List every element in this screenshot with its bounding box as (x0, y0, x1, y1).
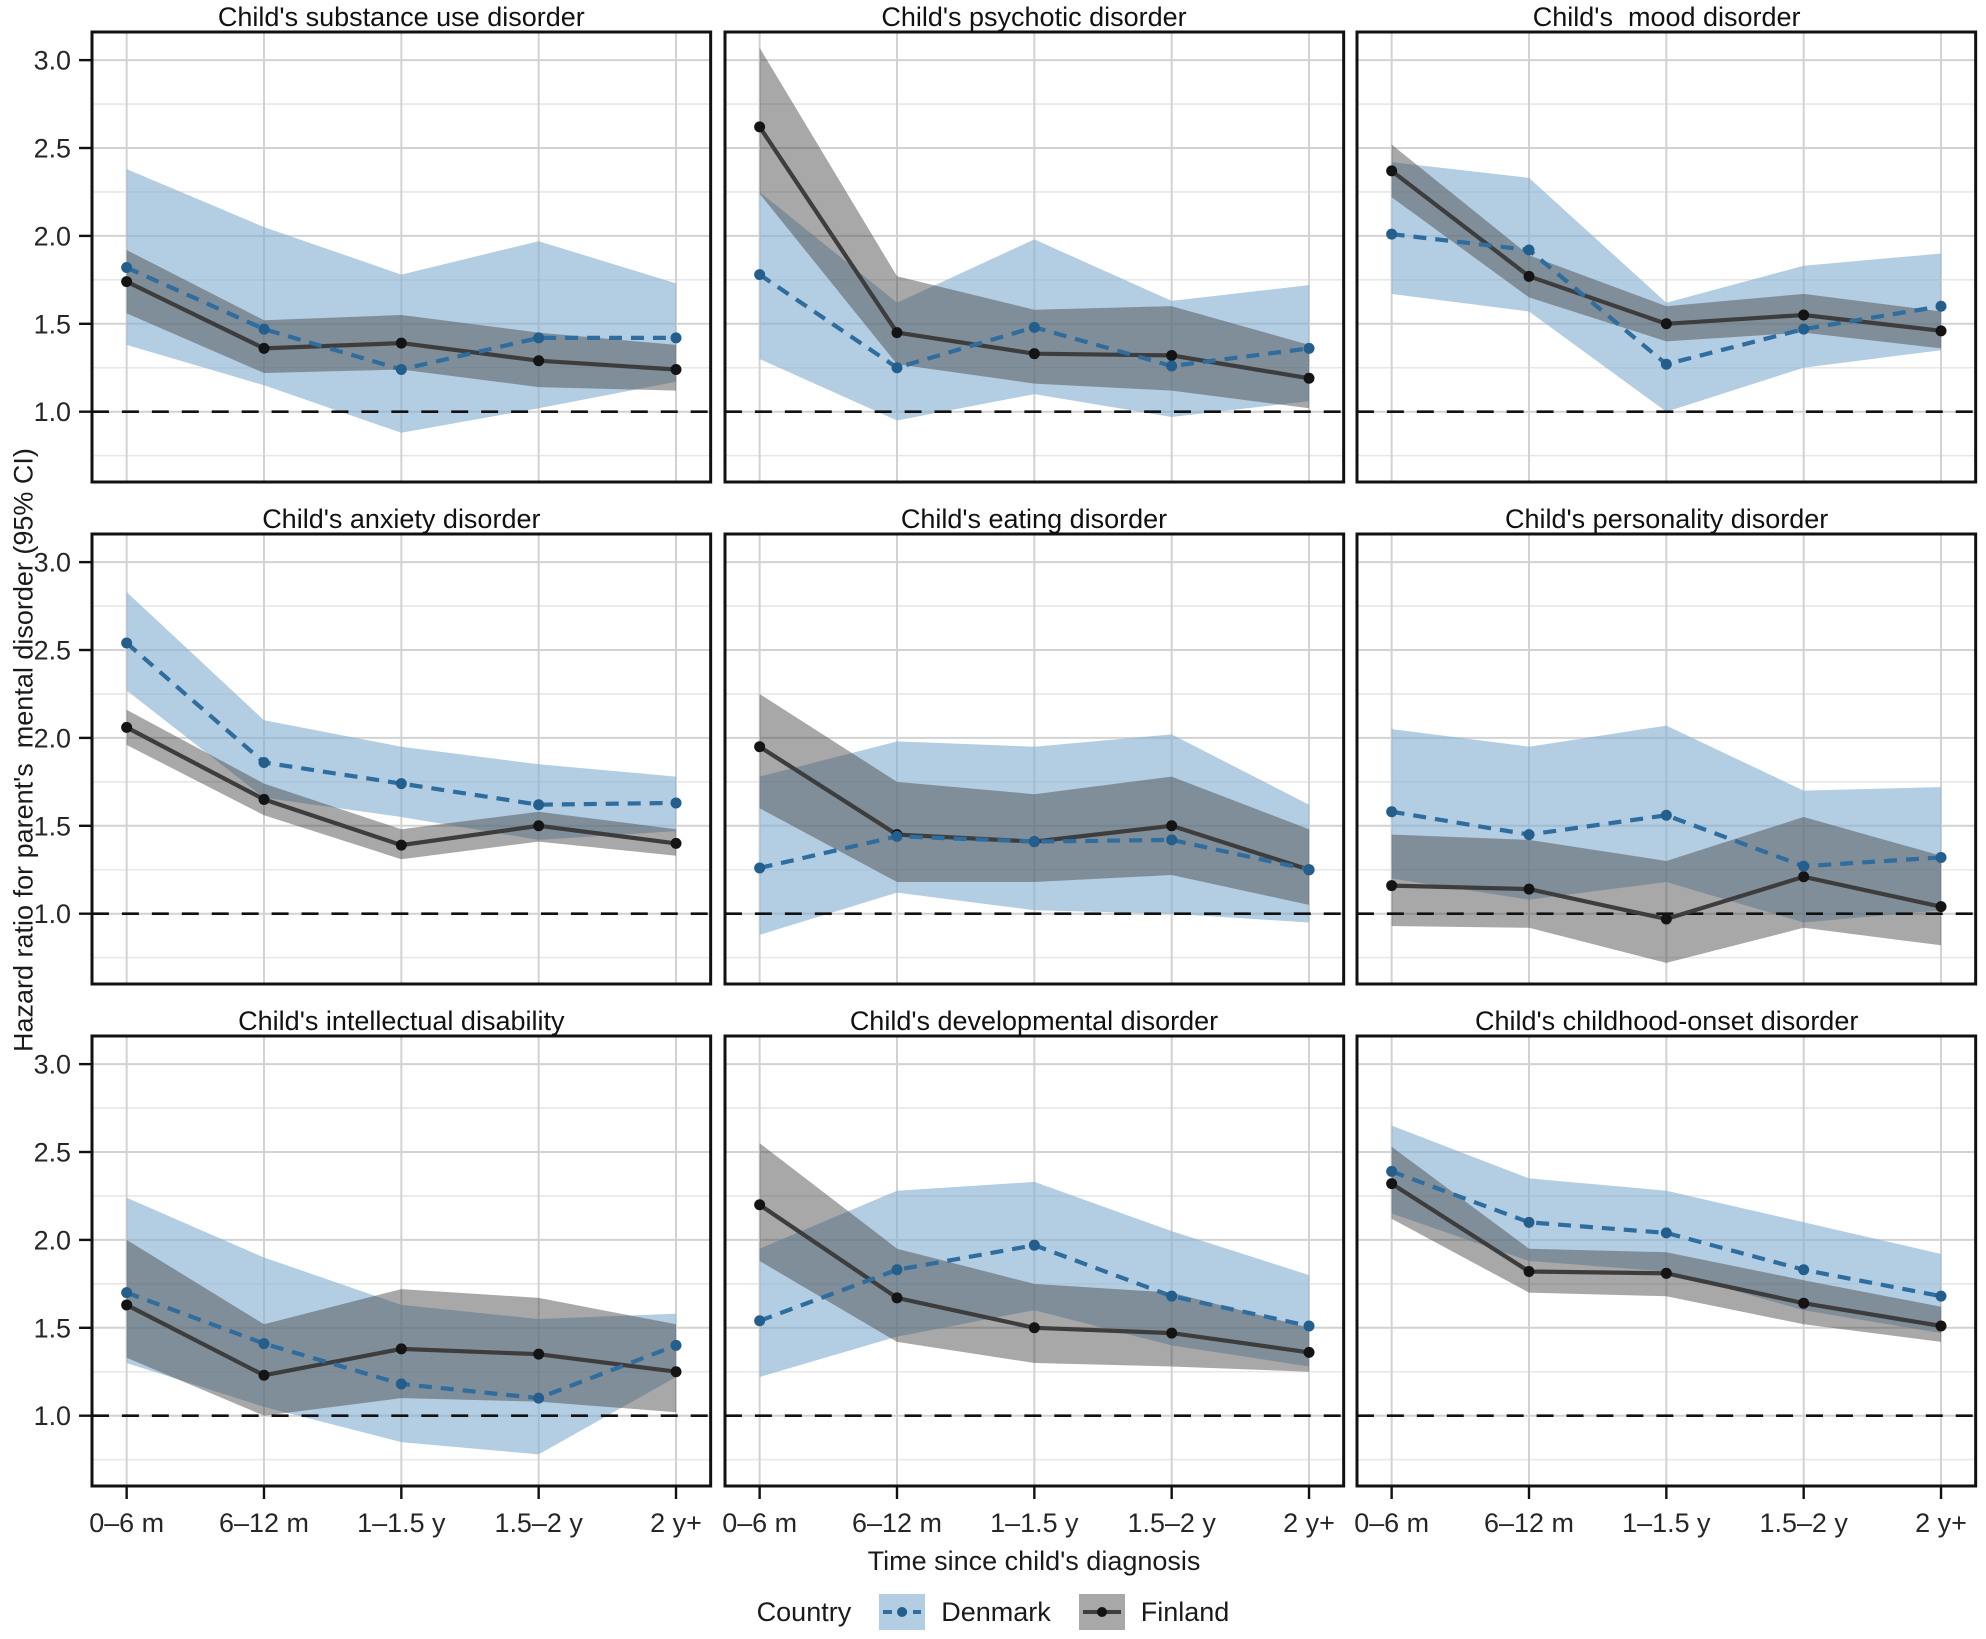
svg-text:2.0: 2.0 (34, 221, 71, 251)
panel-plot (723, 532, 1345, 986)
svg-text:2.5: 2.5 (34, 635, 71, 665)
svg-text:6–12 m: 6–12 m (852, 1508, 942, 1538)
panel-plot (1355, 30, 1978, 484)
svg-text:2.0: 2.0 (34, 1225, 71, 1255)
svg-text:3.0: 3.0 (34, 46, 71, 76)
legend-label-finland: Finland (1140, 1596, 1230, 1627)
panel-plot: 3.0 2.5 2.0 1.5 1.0 0–6 m 6–12 m 1–1.5 y 1.5–2 y… (34, 1034, 713, 1538)
svg-text:2.5: 2.5 (34, 1137, 71, 1167)
panel-title: Child's personality disorder (1505, 504, 1829, 534)
svg-text:6–12 m: 6–12 m (1484, 1508, 1574, 1538)
legend-key-finland (1078, 1594, 1125, 1630)
panel-title: Child's substance use disorder (217, 2, 585, 32)
panel-anxiety: Child's anxiety disorder 3.0 2.5 2.0 1.5 1.0 (34, 504, 713, 986)
legend-key-denmark (879, 1594, 926, 1630)
panel-mood: Child's mood disorder (1355, 2, 1978, 484)
svg-text:2.0: 2.0 (34, 723, 71, 753)
panel-plot: 3.0 2.5 2.0 1.5 1.0 (34, 532, 713, 986)
svg-text:2 y+: 2 y+ (1916, 1508, 1968, 1538)
svg-text:3.0: 3.0 (34, 1050, 71, 1080)
svg-text:2.5: 2.5 (34, 133, 71, 163)
finland-key-icon (1078, 1594, 1125, 1630)
panel-plot: 3.0 2.5 2.0 1.5 1.0 (34, 30, 713, 484)
svg-text:1.5–2 y: 1.5–2 y (1760, 1508, 1849, 1538)
svg-text:1–1.5 y: 1–1.5 y (990, 1508, 1079, 1538)
panel-developmental: Child's developmental disorder 0–6 m 6–12… (722, 1006, 1345, 1538)
svg-text:1.5–2 y: 1.5–2 y (494, 1508, 583, 1538)
legend-title: Country (756, 1596, 852, 1627)
legend: Country Denmark Finland (0, 1594, 1986, 1630)
panel-psychotic: Child's psychotic disorder (723, 2, 1345, 484)
panel-childhood-onset: Child's childhood-onset disorder 0–6 m 6–… (1355, 1006, 1978, 1538)
svg-text:1–1.5 y: 1–1.5 y (357, 1508, 446, 1538)
svg-text:1.0: 1.0 (34, 1401, 71, 1431)
svg-text:0–6 m: 0–6 m (89, 1508, 164, 1538)
panel-title: Child's mood disorder (1532, 2, 1801, 32)
panel-title: Child's eating disorder (900, 504, 1168, 534)
legend-label-denmark: Denmark (941, 1596, 1051, 1627)
svg-text:2 y+: 2 y+ (1283, 1508, 1335, 1538)
panel-grid: Child's substance use disorder 3.0 2.5 2.0… (34, 2, 1978, 1538)
panel-personality: Child's personality disorder (1355, 504, 1978, 986)
svg-text:3.0: 3.0 (34, 548, 71, 578)
svg-text:0–6 m: 0–6 m (1355, 1508, 1430, 1538)
x-axis-title: Time since child's diagnosis (867, 1546, 1201, 1576)
panel-plot: 0–6 m 6–12 m 1–1.5 y 1.5–2 y 2 y+ (722, 1034, 1345, 1538)
svg-text:1.5: 1.5 (34, 1313, 71, 1343)
panel-eating: Child's eating disorder (723, 504, 1345, 986)
panel-title: Child's intellectual disability (238, 1006, 565, 1036)
panel-title: Child's developmental disorder (849, 1006, 1219, 1036)
svg-text:1.0: 1.0 (34, 899, 71, 929)
panel-plot (1355, 532, 1978, 986)
svg-text:1.5–2 y: 1.5–2 y (1127, 1508, 1216, 1538)
panel-substance-use: Child's substance use disorder 3.0 2.5 2.0… (34, 2, 713, 484)
panel-intellectual-disability: Child's intellectual disability 3.0 2.5 2.… (34, 1006, 713, 1538)
svg-text:2 y+: 2 y+ (650, 1508, 702, 1538)
panel-title: Child's anxiety disorder (262, 504, 541, 534)
panel-title: Child's psychotic disorder (881, 2, 1187, 32)
svg-text:1.0: 1.0 (34, 397, 71, 427)
svg-text:1.5: 1.5 (34, 811, 71, 841)
panel-plot (723, 30, 1345, 484)
svg-text:6–12 m: 6–12 m (219, 1508, 309, 1538)
svg-text:1.5: 1.5 (34, 309, 71, 339)
svg-text:0–6 m: 0–6 m (722, 1508, 797, 1538)
panel-title: Child's childhood-onset disorder (1474, 1006, 1859, 1036)
panel-plot: 0–6 m 6–12 m 1–1.5 y 1.5–2 y 2 y+ (1355, 1034, 1978, 1538)
denmark-key-icon (879, 1594, 926, 1630)
svg-text:1–1.5 y: 1–1.5 y (1622, 1508, 1711, 1538)
